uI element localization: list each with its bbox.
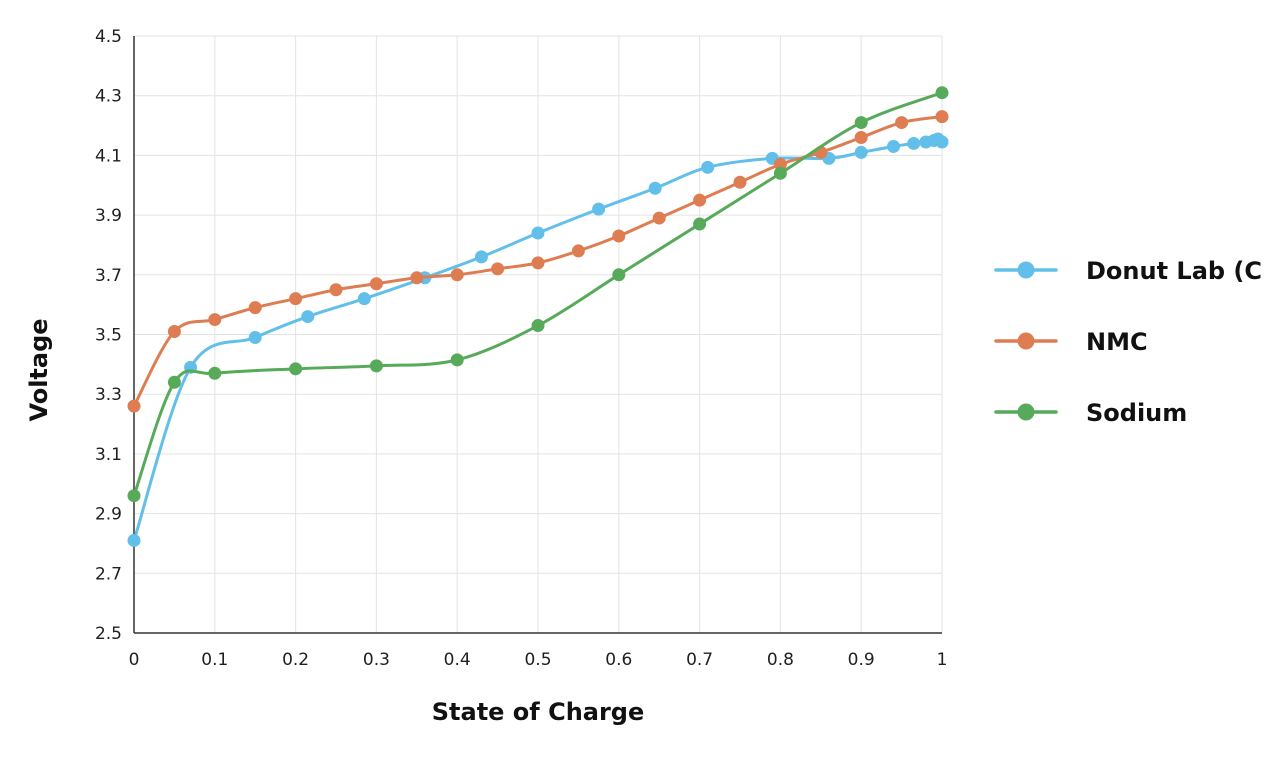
data-point-nmc-16 xyxy=(773,157,787,171)
data-point-donut-lab-c-6 xyxy=(474,250,488,264)
data-point-donut-lab-c-15 xyxy=(907,136,921,150)
data-point-sodium-3 xyxy=(289,362,303,376)
data-point-nmc-14 xyxy=(693,193,707,207)
series xyxy=(127,86,949,547)
legend: Donut Lab (C) NMC Sodium xyxy=(994,257,1264,427)
data-point-sodium-9 xyxy=(773,166,787,180)
y-axis-title: Voltage xyxy=(25,318,53,421)
y-tick-label-4: 3.3 xyxy=(95,385,122,405)
data-point-nmc-8 xyxy=(450,268,464,282)
y-tick-label-7: 3.9 xyxy=(95,206,122,226)
tick-labels: 0 0.1 0.2 0.3 0.4 0.5 0.6 0.7 0.8 0.9 1 2.5 2.7 2.9 3.… xyxy=(95,27,947,670)
data-point-sodium-5 xyxy=(450,353,464,367)
data-point-sodium-1 xyxy=(167,375,181,389)
y-tick-label-5: 3.5 xyxy=(95,326,122,346)
data-point-nmc-19 xyxy=(895,116,909,130)
y-tick-label-6: 3.7 xyxy=(95,266,122,286)
y-tick-label-8: 4.1 xyxy=(95,146,122,166)
data-point-donut-lab-c-10 xyxy=(701,160,715,174)
legend-label-sodium: Sodium xyxy=(1086,399,1187,427)
legend-label-nmc: NMC xyxy=(1086,328,1148,356)
legend-entry-donut-lab-c: Donut Lab (C) xyxy=(994,257,1264,285)
x-tick-label-0: 0 xyxy=(129,650,140,670)
legend-entry-nmc: NMC xyxy=(994,328,1148,356)
y-tick-label-3: 3.1 xyxy=(95,445,122,465)
data-point-sodium-0 xyxy=(127,489,141,503)
data-point-sodium-10 xyxy=(854,116,868,130)
y-tick-label-9: 4.3 xyxy=(95,87,122,107)
data-point-nmc-15 xyxy=(733,175,747,189)
data-point-nmc-7 xyxy=(410,271,424,285)
x-tick-label-7: 0.7 xyxy=(686,650,713,670)
x-axis-title: State of Charge xyxy=(432,698,645,726)
data-point-nmc-4 xyxy=(289,292,303,306)
data-point-donut-lab-c-0 xyxy=(127,533,141,547)
data-point-nmc-13 xyxy=(652,211,666,225)
axes xyxy=(133,36,942,634)
data-point-donut-lab-c-19 xyxy=(935,135,949,149)
data-point-donut-lab-c-9 xyxy=(648,181,662,195)
y-tick-label-1: 2.7 xyxy=(95,564,122,584)
data-point-nmc-11 xyxy=(571,244,585,258)
data-point-donut-lab-c-7 xyxy=(531,226,545,240)
data-point-nmc-10 xyxy=(531,256,545,270)
data-point-nmc-5 xyxy=(329,283,343,297)
data-point-donut-lab-c-14 xyxy=(887,139,901,153)
data-point-nmc-18 xyxy=(854,130,868,144)
data-point-nmc-9 xyxy=(491,262,505,276)
data-point-sodium-8 xyxy=(693,217,707,231)
x-tick-label-8: 0.8 xyxy=(767,650,794,670)
x-tick-label-10: 1 xyxy=(937,650,948,670)
x-tick-label-9: 0.9 xyxy=(848,650,875,670)
x-tick-label-1: 0.1 xyxy=(201,650,228,670)
data-point-sodium-2 xyxy=(208,366,222,380)
x-tick-label-5: 0.5 xyxy=(524,650,551,670)
series-sodium xyxy=(127,86,949,503)
data-point-nmc-12 xyxy=(612,229,626,243)
data-point-sodium-7 xyxy=(612,268,626,282)
x-tick-label-2: 0.2 xyxy=(282,650,309,670)
data-point-nmc-1 xyxy=(167,325,181,339)
data-point-donut-lab-c-4 xyxy=(357,292,371,306)
data-point-donut-lab-c-13 xyxy=(854,145,868,159)
data-point-donut-lab-c-3 xyxy=(301,310,315,324)
series-donut-lab-c xyxy=(127,132,949,547)
data-point-nmc-2 xyxy=(208,313,222,327)
legend-marker-donut-lab-c xyxy=(1017,261,1035,279)
x-tick-label-3: 0.3 xyxy=(363,650,390,670)
legend-entry-sodium: Sodium xyxy=(994,399,1187,427)
x-tick-label-6: 0.6 xyxy=(605,650,632,670)
y-tick-label-0: 2.5 xyxy=(95,624,122,644)
legend-marker-sodium xyxy=(1017,403,1035,421)
series-line-sodium xyxy=(132,91,944,498)
data-point-nmc-6 xyxy=(369,277,383,291)
data-point-sodium-4 xyxy=(369,359,383,373)
data-point-nmc-20 xyxy=(935,110,949,124)
data-point-donut-lab-c-2 xyxy=(248,330,262,344)
y-tick-label-10: 4.5 xyxy=(95,27,122,47)
x-tick-label-4: 0.4 xyxy=(444,650,471,670)
y-tick-label-2: 2.9 xyxy=(95,505,122,525)
data-point-donut-lab-c-8 xyxy=(592,202,606,216)
legend-label-donut-lab-c: Donut Lab (C) xyxy=(1086,257,1264,285)
data-point-nmc-0 xyxy=(127,399,141,413)
legend-marker-nmc xyxy=(1017,332,1035,350)
data-point-sodium-11 xyxy=(935,86,949,100)
data-point-nmc-3 xyxy=(248,301,262,315)
data-point-sodium-6 xyxy=(531,319,545,333)
